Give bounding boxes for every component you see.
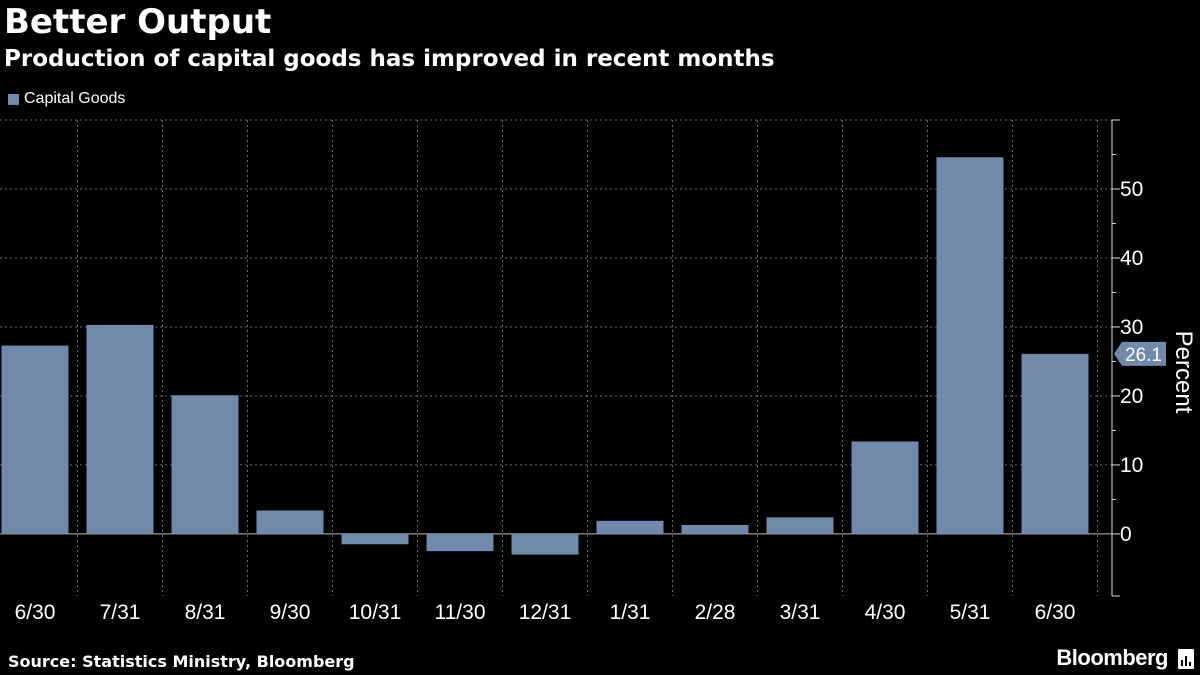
y-tick-label: 40 <box>1120 247 1143 270</box>
bar <box>256 510 324 534</box>
legend-label: Capital Goods <box>24 90 126 107</box>
y-axis: 0 10 20 30 40 50 <box>1111 119 1143 597</box>
x-tick-label: 6/30 <box>1035 601 1076 624</box>
bar <box>681 524 749 534</box>
bar <box>1 345 69 534</box>
bloomberg-terminal-icon <box>1178 649 1194 669</box>
legend-swatch <box>8 93 19 105</box>
bar <box>936 157 1004 534</box>
x-tick-label: 2/28 <box>695 601 736 624</box>
bar <box>1021 353 1089 534</box>
x-tick-label: 4/30 <box>865 601 906 624</box>
y-tick-label: 30 <box>1120 316 1143 339</box>
x-tick-label: 7/31 <box>100 601 141 624</box>
x-axis-labels: 6/30 7/31 8/31 9/30 10/31 11/30 12/31 1/31 2/28 3… <box>15 601 1076 624</box>
legend: Capital Goods <box>8 90 125 108</box>
callout-label: 26.1 <box>1125 345 1162 366</box>
bar <box>851 441 919 534</box>
bar <box>341 533 409 545</box>
bars <box>1 157 1089 555</box>
y-axis-title: Percent <box>1170 331 1197 414</box>
x-tick-label: 10/31 <box>349 601 402 624</box>
y-tick-label: 10 <box>1120 454 1143 477</box>
x-tick-label: 11/30 <box>435 601 486 624</box>
chart-title: Better Output <box>4 2 272 42</box>
x-tick-label: 3/31 <box>780 601 821 624</box>
x-tick-label: 6/30 <box>15 601 56 624</box>
y-tick-label: 50 <box>1120 178 1143 201</box>
bar <box>426 533 494 552</box>
y-tick-label: 0 <box>1120 523 1132 546</box>
last-value-callout: 26.1 <box>1114 341 1166 366</box>
x-tick-label: 9/30 <box>270 601 311 624</box>
bar-chart: 0 10 20 30 40 50 6/30 7/31 8/31 9/30 10/31 11/30 12… <box>0 119 1197 624</box>
bar <box>511 533 579 555</box>
source-note: Source: Statistics Ministry, Bloomberg <box>8 652 355 671</box>
y-tick-label: 20 <box>1120 385 1143 408</box>
callout-shape <box>1114 341 1166 366</box>
x-tick-label: 8/31 <box>185 601 226 624</box>
bar <box>171 395 239 534</box>
brand-logo: Bloomberg <box>1056 645 1168 670</box>
x-tick-label: 12/31 <box>519 601 572 624</box>
bar <box>596 520 664 534</box>
x-tick-label: 1/31 <box>610 601 651 624</box>
bar <box>766 517 834 534</box>
bar <box>86 324 154 534</box>
chart-subtitle: Production of capital goods has improved… <box>4 46 775 72</box>
x-tick-label: 5/31 <box>950 601 991 624</box>
